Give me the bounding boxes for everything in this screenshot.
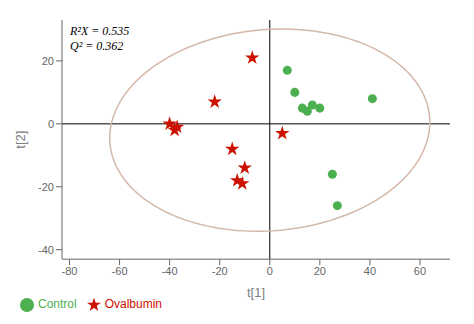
- svg-text:-60: -60: [112, 265, 128, 277]
- html-text:Ovalbumin: Ovalbumin: [104, 297, 162, 312]
- svg-text:-20: -20: [38, 181, 54, 193]
- svg-text:t[1]: t[1]: [247, 285, 265, 300]
- svg-text:60: 60: [414, 265, 426, 277]
- html-text:Q² = 0.362: Q² = 0.362: [70, 39, 124, 53]
- svg-text:0: 0: [267, 265, 273, 277]
- svg-text:-40: -40: [162, 265, 178, 277]
- html-text:R²X = 0.535: R²X = 0.535: [70, 24, 130, 38]
- svg-text:20: 20: [42, 55, 54, 67]
- svg-text:40: 40: [364, 265, 376, 277]
- html-text:Control: Control: [38, 297, 77, 312]
- svg-text:0: 0: [48, 118, 54, 130]
- svg-text:-80: -80: [62, 265, 78, 277]
- svg-text:t[2]: t[2]: [13, 131, 28, 149]
- svg-text:-40: -40: [38, 244, 54, 256]
- svg-text:20: 20: [314, 265, 326, 277]
- svg-text:-20: -20: [212, 265, 228, 277]
